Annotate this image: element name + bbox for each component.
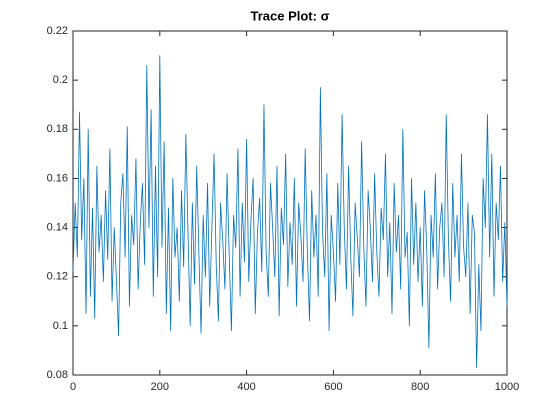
x-tick-label: 200 — [151, 381, 169, 393]
y-tick-label: 0.12 — [47, 271, 68, 283]
x-tick-label: 1000 — [495, 381, 519, 393]
trace-line — [72, 55, 508, 369]
y-tick-label: 0.14 — [47, 221, 68, 233]
y-tick-label: 0.08 — [47, 369, 68, 381]
x-tick-label: 800 — [411, 381, 429, 393]
y-tick-label: 0.16 — [47, 172, 68, 184]
chart-title: Trace Plot: σ — [251, 8, 330, 23]
y-tick-label: 0.2 — [53, 74, 68, 86]
x-tick-label: 0 — [70, 381, 76, 393]
x-tick-label: 400 — [237, 381, 255, 393]
y-tick-label: 0.1 — [53, 320, 68, 332]
y-tick-label: 0.22 — [47, 25, 68, 37]
y-tick-label: 0.18 — [47, 123, 68, 135]
x-tick-label: 600 — [324, 381, 342, 393]
